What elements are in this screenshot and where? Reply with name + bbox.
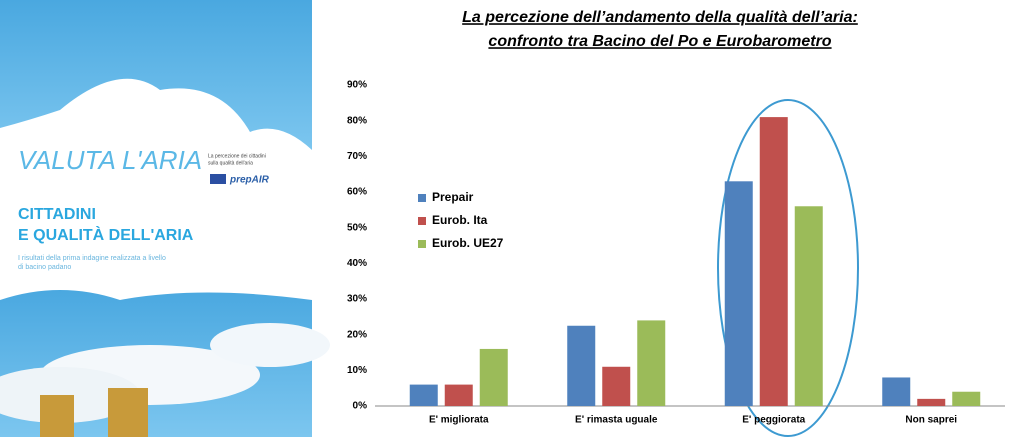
y-tick-label: 80% bbox=[347, 115, 367, 126]
cover-logo: VALUTA L'ARIA bbox=[18, 145, 202, 175]
x-tick-label: E' migliorata bbox=[429, 415, 489, 426]
chart-title: confronto tra Bacino del Po e Eurobarome… bbox=[488, 33, 831, 50]
y-tick-label: 10% bbox=[347, 365, 367, 376]
bar bbox=[917, 398, 946, 406]
eu-flag bbox=[210, 174, 226, 184]
bar bbox=[409, 384, 438, 406]
legend-swatch bbox=[418, 240, 426, 248]
y-tick-label: 20% bbox=[347, 329, 367, 340]
cover-subtitle: I risultati della prima indagine realizz… bbox=[18, 255, 166, 262]
legend-label: Eurob. Ita bbox=[432, 213, 488, 227]
y-tick-label: 50% bbox=[347, 222, 367, 233]
x-tick-label: Non saprei bbox=[905, 415, 957, 426]
cover-heading: CITTADINI bbox=[18, 206, 96, 223]
highlight-ellipse bbox=[717, 99, 859, 437]
y-tick-label: 40% bbox=[347, 258, 367, 269]
bar bbox=[602, 366, 631, 406]
y-tick-label: 0% bbox=[353, 401, 368, 412]
cover-subtitle: di bacino padano bbox=[18, 264, 71, 271]
y-tick-label: 70% bbox=[347, 151, 367, 162]
cover: VALUTA L'ARIA La percezione dei cittadin… bbox=[0, 0, 330, 437]
x-tick-label: E' peggiorata bbox=[742, 415, 805, 426]
y-tick-label: 60% bbox=[347, 187, 367, 198]
legend-label: Prepair bbox=[432, 190, 474, 204]
bar bbox=[637, 320, 666, 406]
bar bbox=[567, 325, 596, 406]
bar bbox=[724, 181, 753, 406]
building bbox=[108, 388, 148, 437]
legend-swatch bbox=[418, 194, 426, 202]
bar bbox=[882, 377, 911, 406]
bar bbox=[952, 391, 981, 406]
cover-heading: E QUALITÀ DELL'ARIA bbox=[18, 225, 194, 244]
bar bbox=[794, 206, 823, 406]
bar bbox=[479, 348, 508, 406]
legend-swatch bbox=[418, 217, 426, 225]
y-tick-label: 30% bbox=[347, 294, 367, 305]
cloud bbox=[210, 323, 330, 367]
cover-sky-top bbox=[0, 0, 312, 150]
cover-logo-note: sulla qualità dell'aria bbox=[208, 160, 253, 166]
cover-logo-note: La percezione dei cittadini bbox=[208, 153, 266, 159]
chart-title: La percezione dell’andamento della quali… bbox=[462, 9, 858, 26]
x-tick-label: E' rimasta uguale bbox=[575, 415, 658, 426]
legend-label: Eurob. UE27 bbox=[432, 236, 504, 250]
bar bbox=[759, 117, 788, 406]
building bbox=[40, 395, 74, 437]
cover-brand: prepAIR bbox=[229, 175, 270, 186]
y-tick-label: 90% bbox=[347, 80, 367, 91]
bar bbox=[444, 384, 473, 406]
